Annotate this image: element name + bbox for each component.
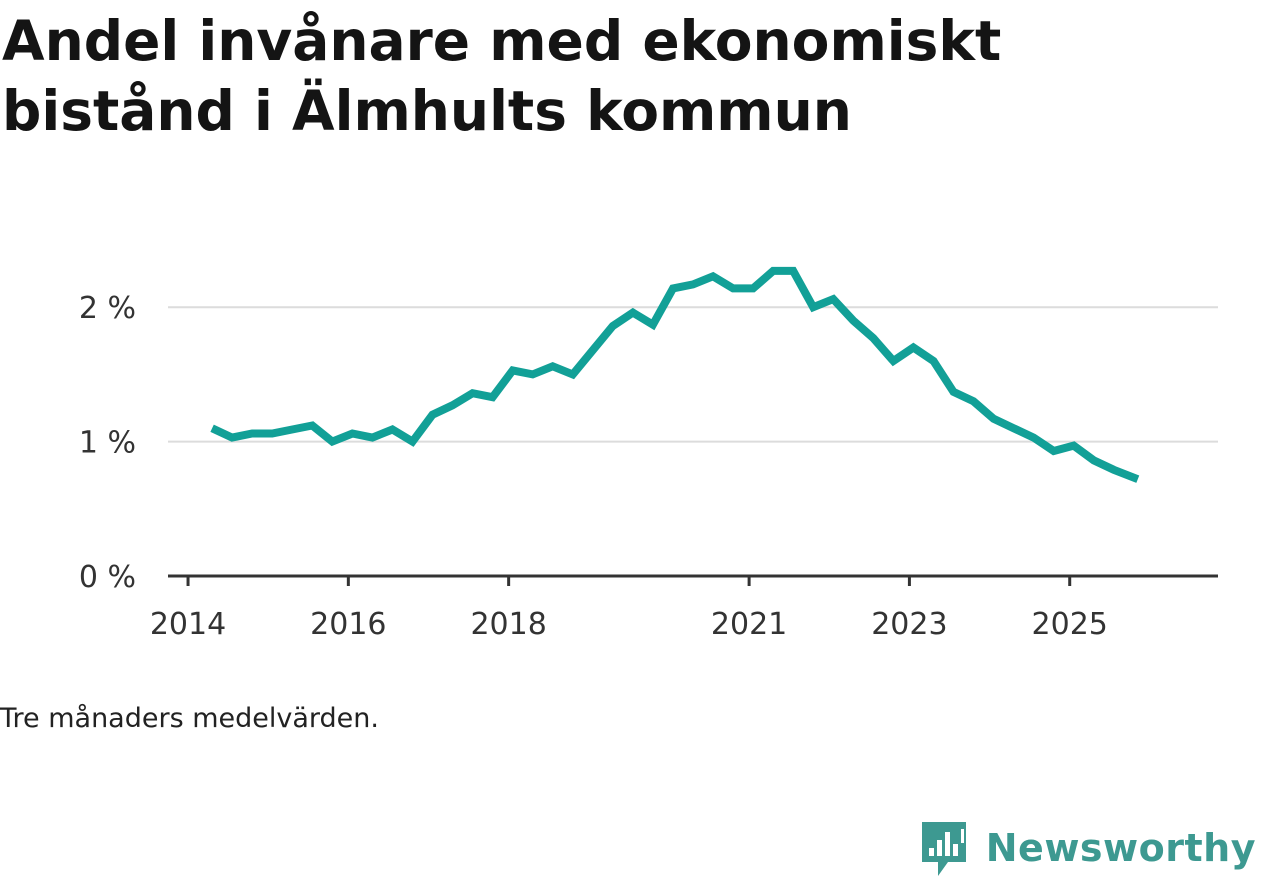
- series-layer: [210, 266, 1140, 483]
- line-chart: 0 % 1 % 2 % 2014 2016 2018 2021 2023 2025: [79, 266, 1218, 642]
- y-tick-label: 2 %: [79, 291, 136, 326]
- y-tick-label: 1 %: [79, 426, 136, 461]
- gridlines: [168, 306, 1218, 443]
- y-tick-label: 0 %: [79, 560, 136, 595]
- newsworthy-logo-icon: [921, 822, 966, 876]
- footnote: Tre månaders medelvärden.: [0, 703, 379, 734]
- series-line-0: [210, 266, 1140, 483]
- x-tick-label: 2023: [871, 607, 947, 642]
- x-tick-label: 2016: [310, 607, 386, 642]
- x-tick-label: 2014: [150, 607, 226, 642]
- x-tick-label: 2018: [470, 607, 546, 642]
- x-tick-label: 2021: [711, 607, 787, 642]
- brand-logo: Newsworthy: [918, 818, 1256, 878]
- brand-name: Newsworthy: [985, 826, 1256, 870]
- y-axis-ticks: 0 % 1 % 2 %: [79, 291, 136, 595]
- chart-title: Andel invånare med ekonomiskt bistånd i …: [2, 9, 1002, 143]
- x-axis-ticks: 2014 2016 2018 2021 2023 2025: [150, 576, 1108, 642]
- x-tick-label: 2025: [1032, 607, 1108, 642]
